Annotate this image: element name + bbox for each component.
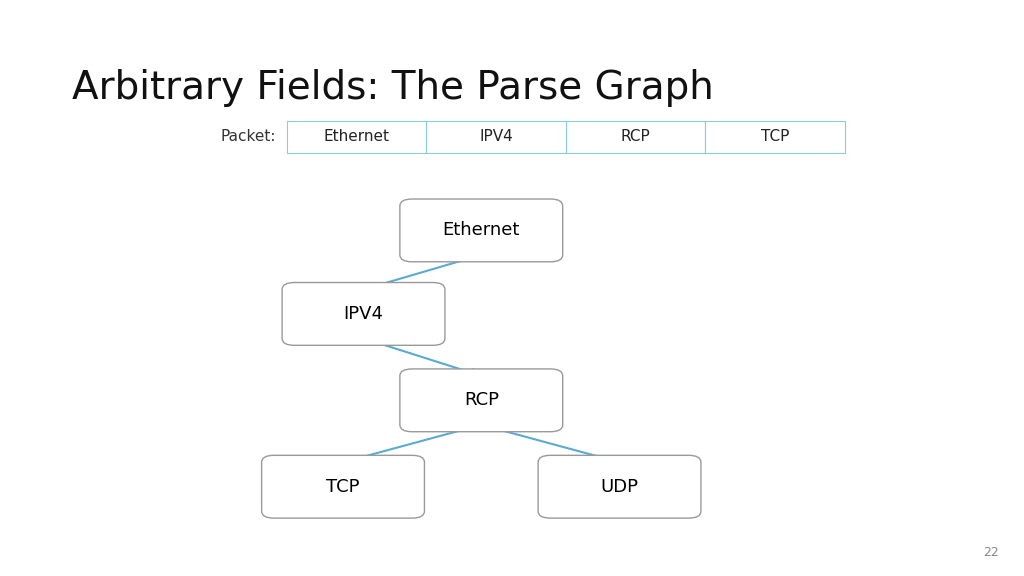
Text: Arbitrary Fields: The Parse Graph: Arbitrary Fields: The Parse Graph bbox=[72, 69, 714, 107]
FancyBboxPatch shape bbox=[426, 121, 565, 153]
Text: UDP: UDP bbox=[600, 478, 639, 496]
FancyBboxPatch shape bbox=[282, 282, 444, 345]
Text: Packet:: Packet: bbox=[221, 129, 276, 145]
Text: IPV4: IPV4 bbox=[343, 305, 384, 323]
Text: TCP: TCP bbox=[327, 478, 359, 496]
FancyBboxPatch shape bbox=[262, 455, 424, 518]
FancyBboxPatch shape bbox=[565, 121, 706, 153]
Text: IPV4: IPV4 bbox=[479, 129, 513, 145]
Text: Ethernet: Ethernet bbox=[442, 221, 520, 240]
Text: Ethernet: Ethernet bbox=[324, 129, 389, 145]
FancyBboxPatch shape bbox=[287, 121, 426, 153]
FancyBboxPatch shape bbox=[399, 369, 563, 432]
Text: RCP: RCP bbox=[464, 391, 499, 410]
Text: RCP: RCP bbox=[621, 129, 650, 145]
FancyBboxPatch shape bbox=[706, 121, 845, 153]
Text: TCP: TCP bbox=[761, 129, 790, 145]
Text: 22: 22 bbox=[983, 545, 998, 559]
FancyBboxPatch shape bbox=[539, 455, 700, 518]
FancyBboxPatch shape bbox=[399, 199, 563, 262]
